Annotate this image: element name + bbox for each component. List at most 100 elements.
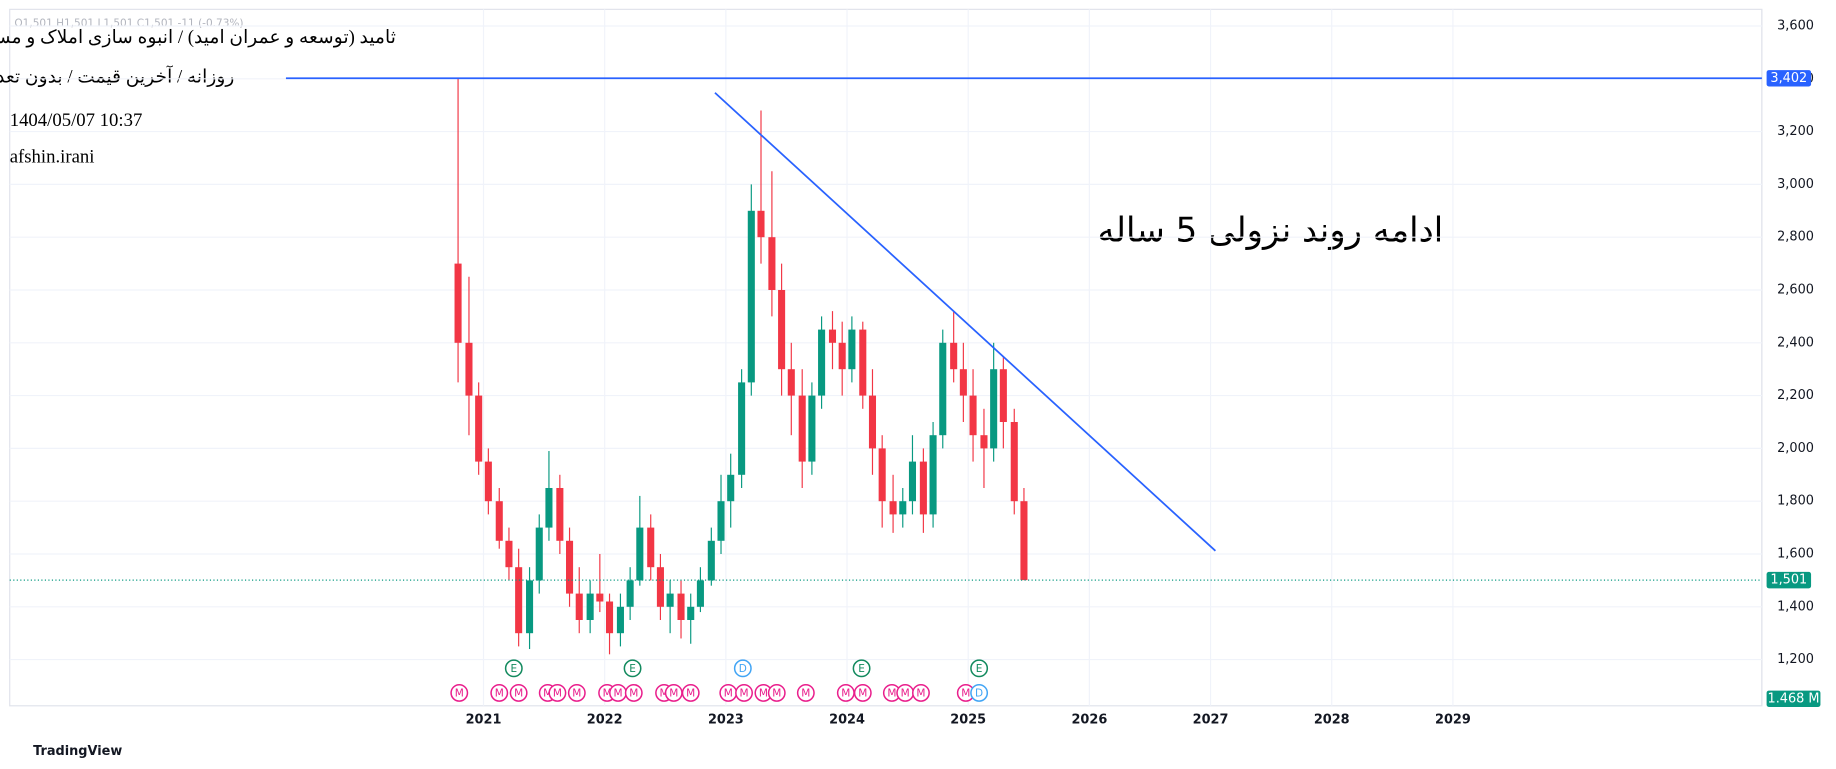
candle-body bbox=[798, 395, 806, 462]
event-label: D bbox=[739, 663, 747, 675]
event-label: M bbox=[901, 688, 910, 700]
candle-body bbox=[980, 435, 988, 449]
event-label: M bbox=[514, 688, 523, 700]
candle-body bbox=[526, 580, 534, 634]
event-marker bbox=[504, 659, 523, 678]
candle-body bbox=[787, 369, 795, 396]
candle-body bbox=[696, 580, 704, 607]
y-tick-label: 2,800 bbox=[1777, 230, 1814, 245]
candle-body bbox=[647, 527, 655, 568]
candle-body bbox=[919, 461, 927, 515]
x-tick-label: 2029 bbox=[1435, 712, 1471, 727]
candle-body bbox=[465, 342, 473, 396]
candle-body bbox=[727, 474, 735, 502]
event-label: M bbox=[669, 688, 678, 700]
candle-body bbox=[908, 461, 917, 502]
candle-body bbox=[495, 501, 503, 541]
candle-body bbox=[929, 435, 937, 515]
y-tick-label: 3,000 bbox=[1777, 177, 1814, 192]
plot-frame bbox=[9, 8, 1763, 707]
event-label: M bbox=[759, 688, 768, 700]
volume-badge bbox=[1766, 690, 1821, 707]
y-tick-label: 3,600 bbox=[1777, 18, 1814, 33]
candle-body bbox=[687, 606, 695, 620]
event-marker bbox=[623, 659, 642, 678]
event-marker bbox=[911, 683, 930, 702]
candle-body bbox=[596, 593, 604, 602]
event-label: M bbox=[603, 688, 612, 700]
candle-body bbox=[738, 382, 746, 475]
event-label: M bbox=[543, 688, 552, 700]
event-label: M bbox=[572, 688, 581, 700]
event-marker bbox=[450, 683, 469, 702]
candle-body bbox=[778, 289, 786, 370]
candle-body bbox=[586, 593, 594, 620]
volume-label: 1.468 M bbox=[1768, 691, 1820, 706]
event-marker bbox=[548, 683, 567, 702]
candle-body bbox=[505, 540, 513, 568]
trend-line bbox=[714, 92, 1217, 552]
price-badge-label: 3,402 bbox=[1770, 71, 1807, 86]
y-tick-label: 2,600 bbox=[1777, 282, 1814, 297]
candle-body bbox=[666, 593, 674, 607]
event-label: E bbox=[629, 663, 636, 675]
candle-body bbox=[868, 395, 877, 449]
candle-body bbox=[454, 263, 462, 343]
candle-body bbox=[545, 487, 553, 528]
price-badge-label: 1,501 bbox=[1770, 573, 1807, 588]
y-tick-label: 2,200 bbox=[1777, 388, 1814, 403]
y-tick-label: 1,200 bbox=[1777, 652, 1814, 667]
event-label: E bbox=[858, 663, 865, 675]
candle-body bbox=[515, 567, 523, 634]
x-tick-label: 2022 bbox=[587, 712, 623, 727]
candle-body bbox=[475, 395, 483, 462]
event-label: M bbox=[455, 688, 464, 700]
event-marker bbox=[509, 683, 528, 702]
author: afshin.irani bbox=[10, 146, 95, 167]
event-marker bbox=[490, 683, 509, 702]
event-label: M bbox=[629, 688, 638, 700]
event-label: M bbox=[961, 688, 970, 700]
event-label: M bbox=[801, 688, 810, 700]
event-marker bbox=[853, 683, 872, 702]
candle-body bbox=[535, 527, 543, 581]
candle-body bbox=[656, 567, 664, 607]
x-tick-label: 2027 bbox=[1193, 712, 1229, 727]
event-label: M bbox=[660, 688, 669, 700]
event-label: M bbox=[495, 688, 504, 700]
candle-body bbox=[677, 593, 685, 620]
event-marker bbox=[733, 659, 752, 678]
title: ثامید (توسعه و عمران امید) / انبوه سازی … bbox=[0, 27, 396, 48]
candle-body bbox=[605, 601, 614, 634]
y-tick-label: 1,800 bbox=[1777, 494, 1814, 509]
event-marker bbox=[852, 659, 871, 678]
event-label: M bbox=[739, 688, 748, 700]
candle-body bbox=[969, 395, 977, 436]
y-tick-label: 1,400 bbox=[1777, 599, 1814, 614]
event-label: M bbox=[772, 688, 781, 700]
candle-body bbox=[1020, 501, 1028, 581]
candle-body bbox=[878, 448, 886, 502]
y-tick-label: 1,600 bbox=[1777, 546, 1814, 561]
candle-body bbox=[828, 329, 837, 343]
x-tick-label: 2023 bbox=[708, 712, 744, 727]
x-tick-label: 2028 bbox=[1314, 712, 1350, 727]
candle-body bbox=[717, 501, 725, 541]
candle-body bbox=[484, 461, 492, 502]
candle-body bbox=[999, 369, 1007, 422]
event-marker bbox=[970, 659, 989, 678]
event-marker bbox=[970, 683, 989, 702]
x-tick-label: 2021 bbox=[466, 712, 502, 727]
candle-body bbox=[859, 329, 867, 396]
candle-body bbox=[616, 606, 624, 634]
event-marker bbox=[681, 683, 700, 702]
event-label: M bbox=[841, 688, 850, 700]
candle-body bbox=[575, 593, 583, 620]
x-tick-label: 2024 bbox=[829, 712, 865, 727]
event-label: E bbox=[976, 663, 983, 675]
x-tick-label: 2025 bbox=[950, 712, 986, 727]
y-tick-label: 3,200 bbox=[1777, 124, 1814, 139]
candle-body bbox=[959, 369, 967, 396]
candle-body bbox=[1010, 421, 1018, 502]
